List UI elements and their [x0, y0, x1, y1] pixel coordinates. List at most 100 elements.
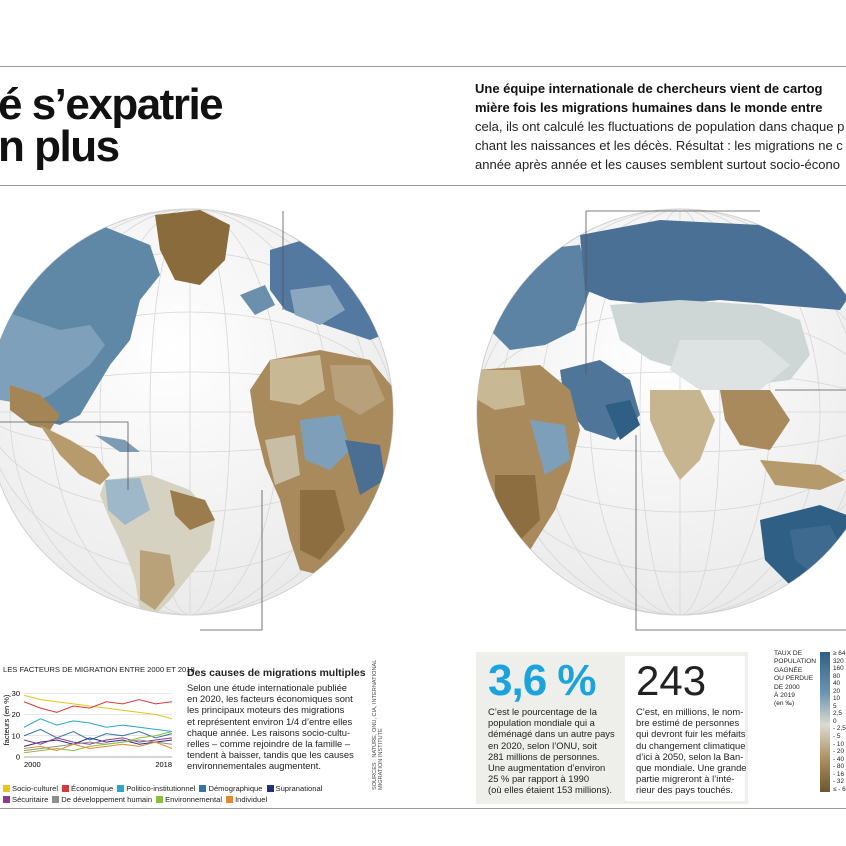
legend-item: Démographique: [199, 784, 263, 793]
legend-swatch: [199, 785, 207, 792]
stat2-text-line: partie migreront à l’inté-: [636, 773, 735, 785]
scale-tick-label: 20: [833, 687, 841, 695]
chart-series-line: [23, 718, 173, 732]
legend-swatch: [226, 796, 234, 803]
causes-text-line: en 2020, les facteurs économiques sont: [187, 693, 353, 705]
scale-tick-label: - 5: [833, 733, 841, 741]
causes-text-line: et représentent environ 1/4 d’entre elle…: [187, 715, 353, 727]
stat2-text-line: du changement climatique: [636, 739, 746, 751]
stat1-value: 3,6 %: [488, 656, 597, 705]
scale-tick-label: - 20: [833, 748, 845, 756]
legend-label: Environnemental: [165, 795, 223, 804]
legend-label: Supranational: [275, 784, 323, 793]
legend-item: Supranational: [266, 784, 323, 793]
chart-title: LES FACTEURS DE MIGRATION ENTRE 2000 ET …: [3, 665, 195, 674]
scale-tick-label: - 10: [833, 740, 845, 748]
scale-tick-label: 160: [833, 665, 844, 673]
stat2-text-line: qui devront fuir les méfaits: [636, 728, 746, 740]
intro-line-3: cela, ils ont calculé les fluctuations d…: [475, 119, 845, 134]
legend-item: Environnemental: [156, 795, 222, 804]
chart-series-line: [23, 694, 173, 720]
legend-item: Socio-culturel: [3, 784, 58, 793]
legend-label: De développement humain: [61, 795, 153, 804]
stat1-text-line: en 2020, selon l’ONU, soit: [488, 739, 597, 751]
intro-line-4: chant les naissances et les décès. Résul…: [475, 138, 843, 153]
legend-swatch: [52, 796, 60, 803]
scale-tick-label: ≥ 64: [833, 650, 846, 657]
causes-text-line: les principaux moteurs des migrations: [187, 704, 345, 716]
sources: SOURCES : NATURE, ONU, CIA, INTERNATIONA…: [372, 656, 385, 796]
scale-tick-label: ≤ - 6: [833, 785, 846, 793]
causes-text-line: environnementales augmentent.: [187, 760, 321, 772]
causes-text-line: tendent à baisser, tandis que les causes: [187, 749, 354, 761]
chart-series-line: [23, 728, 173, 741]
callout-lines: [0, 210, 846, 631]
chart-ytick-label: 10: [12, 731, 20, 740]
legend-item: Politico-institutionnel: [117, 784, 195, 793]
intro-line-5: année après année et les causes semblent…: [475, 157, 840, 172]
chart-series-line: [23, 739, 173, 752]
legend-swatch: [3, 796, 10, 803]
scale-title-line: À 2019: [774, 692, 795, 700]
stat1-text-line: déménagé dans un autre pays: [488, 728, 615, 740]
legend-item: Économique: [62, 784, 113, 793]
stat2: 243 C’est, en millions, le nom-bre estim…: [636, 652, 748, 796]
scale-tick-label: 5: [833, 702, 837, 710]
globe-eurasia-oceania: [476, 208, 846, 616]
stat1-text-line: 281 millions de personnes.: [488, 750, 600, 762]
scale-tick-label: - 40: [833, 755, 845, 763]
chart-series-line: [23, 741, 173, 752]
stat2-text-line: C’est, en millions, le nom-: [636, 706, 744, 717]
scale-tick-label: 2,5: [833, 710, 842, 718]
top-rule: [0, 66, 846, 67]
legend-swatch: [3, 785, 10, 792]
legend-swatch: [117, 785, 125, 792]
legend-item: De développement humain: [52, 795, 152, 804]
globe-americas-africa: [0, 208, 394, 616]
stat1: 3,6 % C’est le pourcentage de la populati…: [488, 652, 616, 796]
page-title-line2: n plus: [0, 122, 120, 171]
stat1-text-line: population mondiale qui a: [488, 717, 595, 729]
stat2-text-line: bre estimé de personnes: [636, 717, 740, 729]
intro-text: Une équipe internationale de chercheurs …: [475, 79, 844, 174]
legend-label: Individuel: [235, 795, 268, 804]
legend-swatch: [62, 785, 70, 792]
legend-label: Économique: [71, 784, 114, 793]
sources-line2: MIGRATION INSTITUTE: [378, 728, 385, 790]
stat2-text-line: que mondiale. Une grande: [636, 762, 747, 774]
chart-series-line: [23, 731, 173, 754]
scale-tick-label: 80: [833, 672, 841, 680]
legend-swatch: [156, 796, 164, 803]
stat2-card: [625, 656, 745, 801]
scale-title-line: TAUX DE: [774, 650, 803, 657]
migration-factors-chart: 0 10 20 30 2000 2018 facteurs (en %): [2, 689, 173, 769]
legend-label: Politico-institutionnel: [126, 784, 196, 793]
causes-text-line: chaque année. Les raisons socio-cultu-: [187, 726, 351, 738]
intro-bold-2: mière fois les migrations humaines dans …: [475, 100, 823, 115]
causes-text-line: relles – comme rejoindre de la famille –: [187, 738, 351, 750]
scale-tick-label: - 2,5: [833, 725, 846, 733]
scale-tick-label: 40: [833, 680, 841, 688]
scale-tick-label: 10: [833, 695, 841, 703]
chart-legend: Socio-culturel Économique Politico-institu…: [3, 784, 326, 804]
chart-series-line: [23, 699, 173, 713]
scale-bar: [820, 652, 830, 792]
scale-title-line: DE 2000: [774, 683, 800, 691]
stat2-text-line: d’ici à 2050, selon la Ban-: [636, 750, 744, 762]
causes-block: Des causes de migrations multiples Selon…: [187, 667, 366, 772]
legend-item: Sécuritaire: [3, 795, 48, 804]
causes-heading: Des causes de migrations multiples: [187, 667, 366, 679]
legend-label: Socio-culturel: [12, 784, 59, 793]
legend-label: Sécuritaire: [12, 795, 49, 804]
scale-title: TAUX DE POPULATION GAGNÉE OU PERDUE DE 2000 À…: [774, 650, 816, 709]
scale-tick-label: - 16: [833, 770, 845, 778]
legend-swatch: [266, 785, 274, 792]
scale-title-line: POPULATION: [774, 658, 817, 666]
chart-xtick-label: 2018: [155, 760, 172, 769]
chart-ytick-label: 0: [16, 753, 20, 762]
scale-ticks: ≥ 64 320 160 80 40 20 10 5 2,5 0- 2,5- 5- 10- 20-…: [833, 650, 846, 793]
header-bottom-rule: [0, 185, 846, 186]
scale-tick-label: - 32: [833, 778, 845, 786]
scale-title-line: (en ‰): [774, 700, 795, 708]
causes-text-line: Selon une étude internationale publiée: [187, 682, 348, 693]
